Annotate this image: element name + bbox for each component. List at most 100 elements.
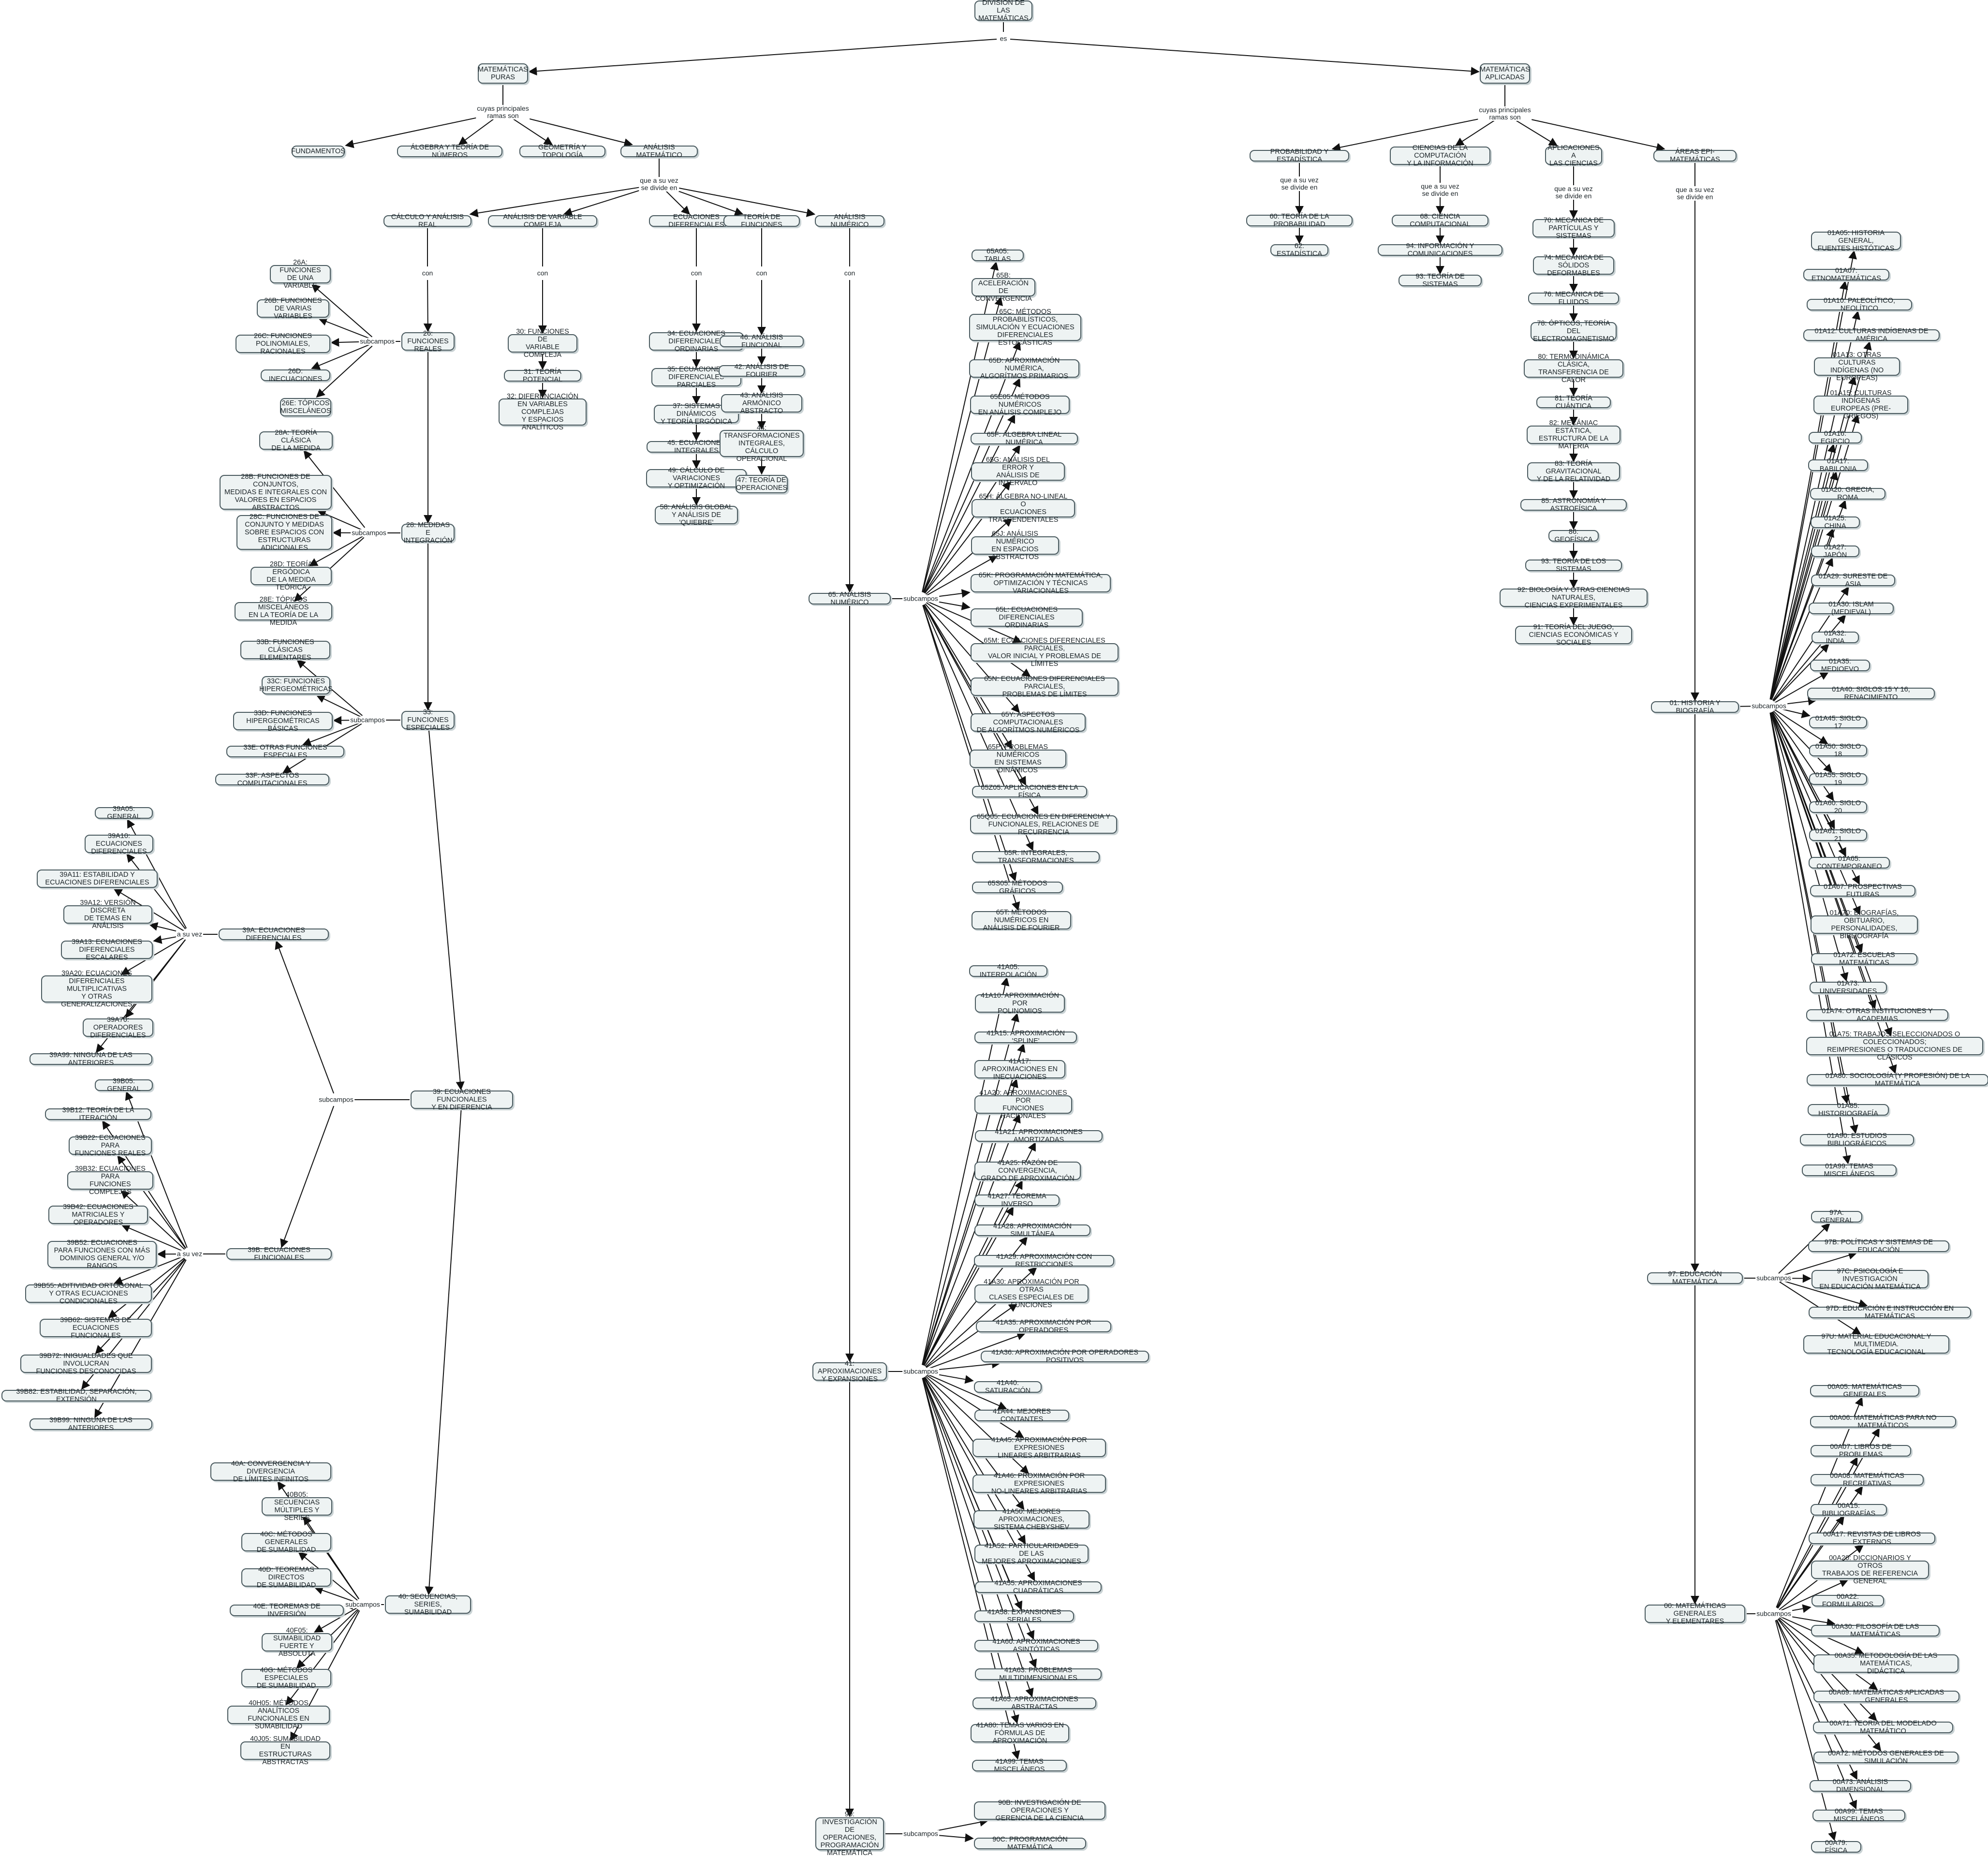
node-n39a10: 39A10: ECUACIONES DIFERENCIALES — [85, 835, 153, 853]
node-n74: 74: MECÁNICA DE SÓLIDOS DEFORMABLES — [1533, 256, 1614, 275]
node-n39b55: 39B55: ADITIVIDAD ORTOGONAL Y OTRAS ECUA… — [25, 1284, 152, 1303]
node-n01a20: 01A20: GRECIA, ROMA — [1810, 488, 1885, 500]
node-n39a: 39A: ECUACIONES DIFERENCIALES — [219, 928, 329, 940]
node-n39: 39: ECUACIONES FUNCIONALES Y EN DIFERENC… — [411, 1091, 513, 1109]
node-n01a99: 01A99: TEMAS MISCELÁNEOS — [1802, 1164, 1897, 1176]
node-n01a15: 01A15: CULTURAS INDÍGENAS EUROPEAS (PRE-… — [1813, 396, 1908, 414]
node-n01a72: 01A72: ESCUELAS MATEMÁTICAS — [1811, 953, 1917, 965]
connector-divide_analisis-to-ecdif — [664, 189, 690, 214]
node-n01a60: 01A60: SIGLO 20 — [1809, 801, 1867, 813]
node-n00a20: 00A20: DICCIONARIOS Y OTROS TRABAJOS DE … — [1811, 1561, 1929, 1579]
connector-sub_65-to-n65q05 — [924, 604, 1038, 814]
node-n00a73: 00A73: ANÁLISIS DIMENSIONAL — [1810, 1780, 1911, 1792]
node-n01a40: 01A40: SIGLOS 15 Y 16, RENACIMIENTO — [1807, 688, 1935, 699]
node-n65n: 65N: ECUACIONES DIFERENCIALES PARCIALES,… — [971, 678, 1119, 696]
node-n00a79: 00A79: FÍSICA — [1811, 1841, 1861, 1853]
node-n41a99: 41A99: TEMAS MISCELÁNEOS — [972, 1760, 1067, 1771]
link-label-sub_28: subcampos — [351, 530, 387, 537]
node-n01a30: 01A30: ISLAM (MEDIEVAL) — [1809, 603, 1894, 614]
node-n39b52: 39B52: ECUACIONES PARA FUNCIONES CON MÁS… — [47, 1241, 157, 1268]
node-n65b: 65B: ACELERACIÓN DE CONVERGENCIA — [972, 278, 1035, 296]
node-n26a: 26A: FUNCIONES DE UNA VARIABLE — [270, 265, 331, 283]
node-n01a25: 01A25: CHINA — [1811, 516, 1860, 528]
node-n01a32: 01A32: INDIA — [1811, 632, 1859, 643]
node-n49: 49: CÁLCULO DE VARIACIONES Y OPTIMIZACIÓ… — [646, 469, 747, 487]
node-n39a12: 39A12: VERSIÓN DISCRETA DE TEMAS EN ANÁL… — [63, 905, 152, 924]
node-n28e: 28E: TÓPICOS MISCELÁNEOS EN LA TEORÍA DE… — [235, 602, 332, 620]
node-n40b05: 40B05: SECUENCIAS MÚLTIPLES Y SERIES — [262, 1497, 332, 1516]
node-n41a45: 41A45: APROXIMACIÓN POR EXPRESIONES LINE… — [972, 1439, 1106, 1457]
node-n97a: 97A: GENERAL — [1811, 1211, 1862, 1223]
node-n41a15: 41A15: APROXIMACIÓN 'SPLINE' — [974, 1032, 1077, 1043]
node-aplicadas: MATEMÁTICAS APLICADAS — [1480, 63, 1530, 84]
node-n33e: 33E: OTRAS FUNCIONES ESPECIALES — [226, 746, 344, 757]
node-n40h05: 40H05: MÉTODOS ANALÍTICOS FUNCIONALES EN… — [227, 1706, 330, 1724]
node-n81: 81: TEORÍA CUÁNTICA — [1536, 397, 1611, 408]
node-n26b: 26B: FUNCIONES DE VARIAS VARIABLES — [257, 299, 329, 318]
node-varcompleja: ANÁLISIS DE VARIABLE COMPLEJA — [488, 215, 597, 227]
node-n28a: 28A: TEORÍA CLÁSICA DE LA MEDIDA — [259, 431, 333, 450]
connector-sub_41-to-n41a25 — [924, 1181, 1022, 1366]
connector-divide_analisis-to-anumerico — [666, 186, 815, 214]
node-n01a05: 01A05: HISTORIA GENERAL, FUENTES HISTÓTI… — [1811, 232, 1901, 250]
node-n65h: 65H: ÁLGEBRA NO-LINEAL O ECUACIONES TRAS… — [972, 499, 1075, 517]
node-n01a80: 01A80: SOCIOLOGÍA (Y PROFESIÓN) DE LA MA… — [1807, 1074, 1988, 1086]
node-n00: 00: MATEMÁTICAS GENERALES Y ELEMENTARES — [1645, 1605, 1745, 1623]
node-n97b: 97B: POLÍTICAS Y SISTEMAS DE EDUCACIÓN — [1808, 1240, 1949, 1252]
connector-es-to-aplicadas — [1010, 39, 1479, 72]
node-n39a05: 39A05: GENERAL — [95, 807, 153, 819]
node-n65a05: 65A05: TABLAS — [972, 250, 1024, 261]
node-n39a20: 39A20: ECUACIONES DIFERENCIALES MULTIPLI… — [41, 975, 152, 1002]
node-n65s05: 65S05: MÉTODOS GRÁFICOS — [972, 882, 1063, 893]
node-n26e: 26E: TÓPICOS MISCELÁNEOS — [280, 398, 331, 416]
node-fundamentos: FUNDAMENTOS — [292, 146, 345, 157]
link-label-divide_probest: que a su vez se divide en — [1279, 177, 1319, 191]
node-areasepi: ÁREAS EPI-MATEMÁTICAS — [1653, 150, 1737, 162]
node-n40j05: 40J05: SUMABILIDAD EN ESTRUCTURAS ABSTRA… — [240, 1741, 330, 1760]
node-n28d: 28D: TEORÍA ERGÓDICA DE LA MEDIDA TEÓRIC… — [250, 567, 332, 585]
link-label-sub_90: subcampos — [902, 1830, 939, 1838]
connector-cuyas_aplicadas-to-ciencomp — [1456, 118, 1499, 146]
node-n91: 91: TEORÍA DEL JUEGO, CIENCIAS ECONÓMICA… — [1515, 626, 1632, 644]
node-n41a60: 41A60: APROXIMACIONES ASINTÓTICAS — [974, 1640, 1098, 1651]
node-n40: 40: SECUENCIAS, SERIES, SUMABILIDAD — [385, 1595, 471, 1614]
node-n40f05: 40F05: SUMABILIDAD FUERTE Y ABSOLUTA — [262, 1633, 332, 1651]
node-n41a50: 41A50: MEJORES APROXIMACIONES, SISTEMA C… — [973, 1510, 1090, 1529]
node-n39a11: 39A11: ESTABILIDAD Y ECUACIONES DIFERENC… — [37, 870, 158, 888]
node-n39b22: 39B22: ECUACIONES PARA FUNCIONES REALES — [69, 1136, 152, 1155]
connector-sub_39-to-n39a — [276, 941, 334, 1093]
node-n40e: 40E: TEOREMAS DE INVERSIÓN — [230, 1605, 344, 1616]
node-n86: 86: GEOFÍSICA — [1548, 530, 1599, 542]
link-label-divide_aplicien: que a su vez se divide en — [1553, 185, 1593, 200]
node-n01a16: 01A16: EGIPCIO — [1809, 432, 1862, 443]
link-label-sub_40: subcampos — [344, 1601, 381, 1608]
node-n26: 26: FUNCIONES REALES — [401, 332, 455, 351]
node-n90: 90: INVESTIGACIÓN DE OPERACIONES, PROGRA… — [815, 1817, 884, 1850]
connector-divide_analisis-to-calculo — [470, 185, 652, 214]
node-geometria: GEOMETRÍA Y TOPOLOGÍA — [519, 146, 605, 157]
node-n65z05: 65Z05: APLICACIONES EN LA FÍSICA — [972, 786, 1087, 797]
node-n01a17: 01A17: BABILONIA — [1808, 459, 1868, 471]
node-n01a65: 01A65: CONTEMPORANEO — [1809, 857, 1890, 869]
node-n97c: 97C: PSICOLOGÍA E INVESTIGACIÓN EN EDUCA… — [1811, 1270, 1929, 1288]
node-n28: 28: MEDIDAS E INTEGRACIÓN — [401, 524, 455, 542]
link-label-sub_39: subcampos — [318, 1096, 354, 1104]
node-n41a65: 41A65: APROXIMACIONES ABSTRACTAS — [972, 1697, 1096, 1709]
connector-sub_01-to-n01a13 — [1771, 377, 1855, 699]
node-n01a29: 01A29: SURESTE DE ASIA — [1811, 575, 1895, 586]
node-n00a15: 00A15: BIBLIOGRAFÍAS — [1811, 1504, 1887, 1516]
connector-cuyas_puras-to-fundamentos — [346, 114, 496, 146]
link-label-sub_00: subcampos — [1755, 1610, 1792, 1618]
node-n93s: 93: TEORÍA DE SISTEMAS — [1399, 275, 1482, 286]
node-n58: 58: ANÁLISIS GLOBAL Y ANÁLISIS DE 'QUIEB… — [655, 506, 738, 524]
node-n41a46: 41A46: PROXIMACIÓN POR EXPRESIONES NO-LI… — [972, 1474, 1106, 1493]
node-n39a13: 39A13: ECUACIONES DIFERENCIALES ESCALARE… — [61, 941, 153, 959]
node-n00a72: 00A72: MÉTODOS GENERALES DE SIMULACIÓN — [1813, 1752, 1959, 1763]
node-n39b12: 39B12: TEORÍA DE LA ITERACIÓN — [45, 1108, 151, 1120]
node-n60: 60: TEORÍA DE LA PROBABILIDAD — [1246, 215, 1353, 226]
node-n65q05: 65Q05: ECUACIONES EN DIFERENCIA Y FUNCIO… — [970, 815, 1117, 834]
link-label-sub_65: subcampos — [902, 595, 939, 603]
node-n97u: 97U: MATERIAL EDUCACIONAL Y MULTIMEDIA. … — [1803, 1335, 1949, 1354]
node-n01a73: 01A73: UNIVERSIDADES — [1810, 982, 1887, 993]
node-n41a27: 41A27: TEOREMA INVERSO — [974, 1194, 1060, 1206]
